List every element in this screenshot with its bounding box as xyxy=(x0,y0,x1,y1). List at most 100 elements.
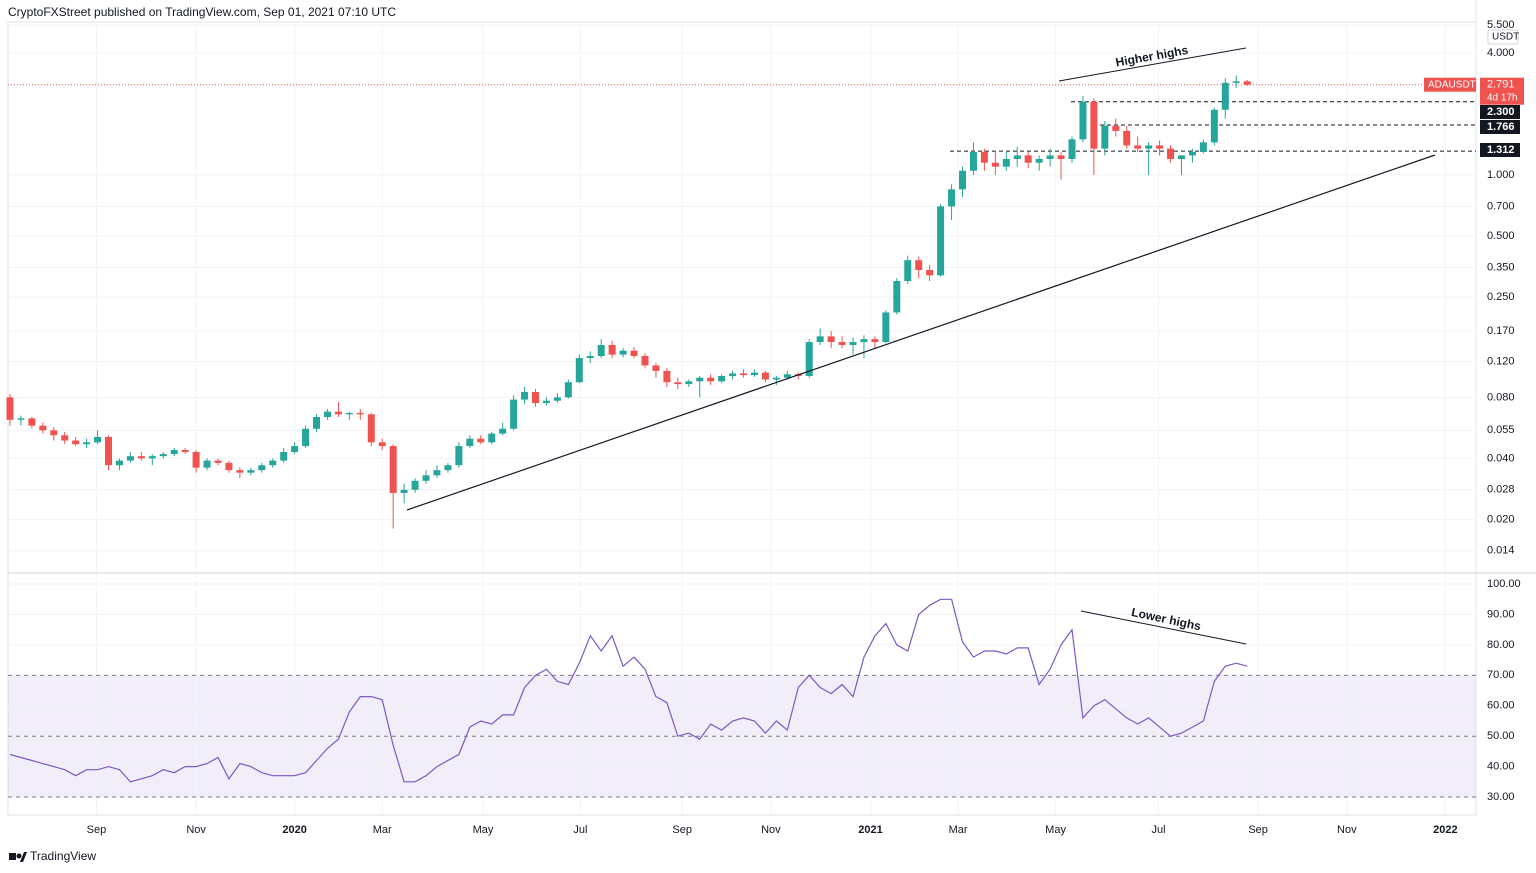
footer: TradingView xyxy=(30,849,96,863)
x-tick-label: Nov xyxy=(186,824,206,836)
candle-body xyxy=(619,350,627,355)
y-tick-label: 0.700 xyxy=(1487,200,1515,212)
candle-body xyxy=(1057,155,1065,159)
candle-body xyxy=(247,470,255,473)
candle-body xyxy=(871,339,879,343)
candle-body xyxy=(105,436,113,466)
x-tick-label: Sep xyxy=(1248,824,1268,836)
y-tick-label: 90.00 xyxy=(1487,608,1515,620)
y-tick-label: 0.250 xyxy=(1487,291,1515,303)
candle-body xyxy=(1046,155,1054,159)
x-tick-label: May xyxy=(473,824,494,836)
candle-body xyxy=(608,345,616,355)
candle-body xyxy=(630,350,638,356)
candle-body xyxy=(50,430,58,436)
x-tick-label: 2020 xyxy=(282,824,306,836)
y-tick-label: 0.040 xyxy=(1487,452,1515,464)
candle-body xyxy=(1134,145,1142,149)
y-tick-label: 60.00 xyxy=(1487,700,1515,712)
candle-body xyxy=(893,281,901,313)
candle-body xyxy=(761,372,769,380)
candle-body xyxy=(1002,158,1010,167)
candle-body xyxy=(542,400,550,404)
y-tick-label: 0.014 xyxy=(1487,545,1515,557)
candle-body xyxy=(499,428,507,434)
candle-body xyxy=(214,460,222,463)
candle-body xyxy=(597,345,605,356)
candle-body xyxy=(926,269,934,276)
candle-body xyxy=(718,375,726,382)
candle-body xyxy=(860,339,868,343)
unit-label: USDT xyxy=(1492,32,1519,43)
countdown-label: 4d 17h xyxy=(1487,92,1518,103)
candle-body xyxy=(1156,145,1164,149)
candle-body xyxy=(838,342,846,346)
symbol-label: ADAUSDT xyxy=(1428,79,1476,90)
candle-body xyxy=(1090,101,1098,149)
candle-body xyxy=(1221,82,1229,110)
y-tick-label: 0.350 xyxy=(1487,261,1515,273)
candle-body xyxy=(280,452,288,461)
candle-body xyxy=(564,382,572,398)
price-label: 2.791 xyxy=(1487,79,1515,91)
x-tick-label: Nov xyxy=(1337,824,1357,836)
rsi-line xyxy=(9,598,1248,783)
y-tick-label: 0.028 xyxy=(1487,484,1515,496)
price-box xyxy=(1480,77,1524,105)
candle-body xyxy=(181,449,189,453)
candle-body xyxy=(729,373,737,376)
candle-body xyxy=(159,454,167,457)
level-label-box xyxy=(1480,120,1520,134)
candle-body xyxy=(816,336,824,343)
level-label: 2.300 xyxy=(1487,106,1515,118)
candle-body xyxy=(356,412,364,415)
candle-body xyxy=(6,397,14,420)
candle-body xyxy=(1101,125,1109,149)
y-tick-label: 0.055 xyxy=(1487,424,1515,436)
y-tick-label: 30.00 xyxy=(1487,791,1515,803)
candle-body xyxy=(137,456,145,459)
candle-body xyxy=(740,373,748,376)
candle-body xyxy=(674,382,682,385)
candle-body xyxy=(477,438,485,443)
candle-body xyxy=(1145,145,1153,149)
candle-body xyxy=(225,462,233,471)
candle-body xyxy=(39,425,47,431)
candle-body xyxy=(269,460,277,466)
candle-body xyxy=(400,489,408,493)
y-tick-label: 40.00 xyxy=(1487,761,1515,773)
candle-body xyxy=(1123,130,1131,146)
candle-body xyxy=(521,392,529,400)
candle-body xyxy=(991,162,999,167)
candle-body xyxy=(772,377,780,380)
candle-body xyxy=(805,342,813,376)
candle-body xyxy=(115,460,123,466)
candle-body xyxy=(641,355,649,366)
candle-body xyxy=(411,480,419,490)
candle-body xyxy=(1199,142,1207,152)
candle-body xyxy=(750,372,758,376)
candle-body xyxy=(367,414,375,443)
trendline xyxy=(1080,610,1247,645)
candle-body xyxy=(126,456,134,461)
candle-body xyxy=(203,460,211,468)
x-tick-label: Jul xyxy=(1151,824,1165,836)
candle-body xyxy=(1188,151,1196,156)
candle-body xyxy=(389,446,397,493)
candle-body xyxy=(72,440,80,445)
y-tick-label: 0.080 xyxy=(1487,391,1515,403)
candle-body xyxy=(170,449,178,455)
candle-body xyxy=(61,435,69,441)
y-tick-label: 50.00 xyxy=(1487,730,1515,742)
candle-body xyxy=(707,377,715,382)
candle-body xyxy=(969,151,977,171)
candle-body xyxy=(433,470,441,476)
candle-body xyxy=(1079,101,1087,140)
candle-body xyxy=(1035,158,1043,163)
candle-body xyxy=(378,442,386,447)
y-tick-label: 1.000 xyxy=(1487,169,1515,181)
y-tick-label: 0.020 xyxy=(1487,513,1515,525)
candle-body xyxy=(696,377,704,382)
